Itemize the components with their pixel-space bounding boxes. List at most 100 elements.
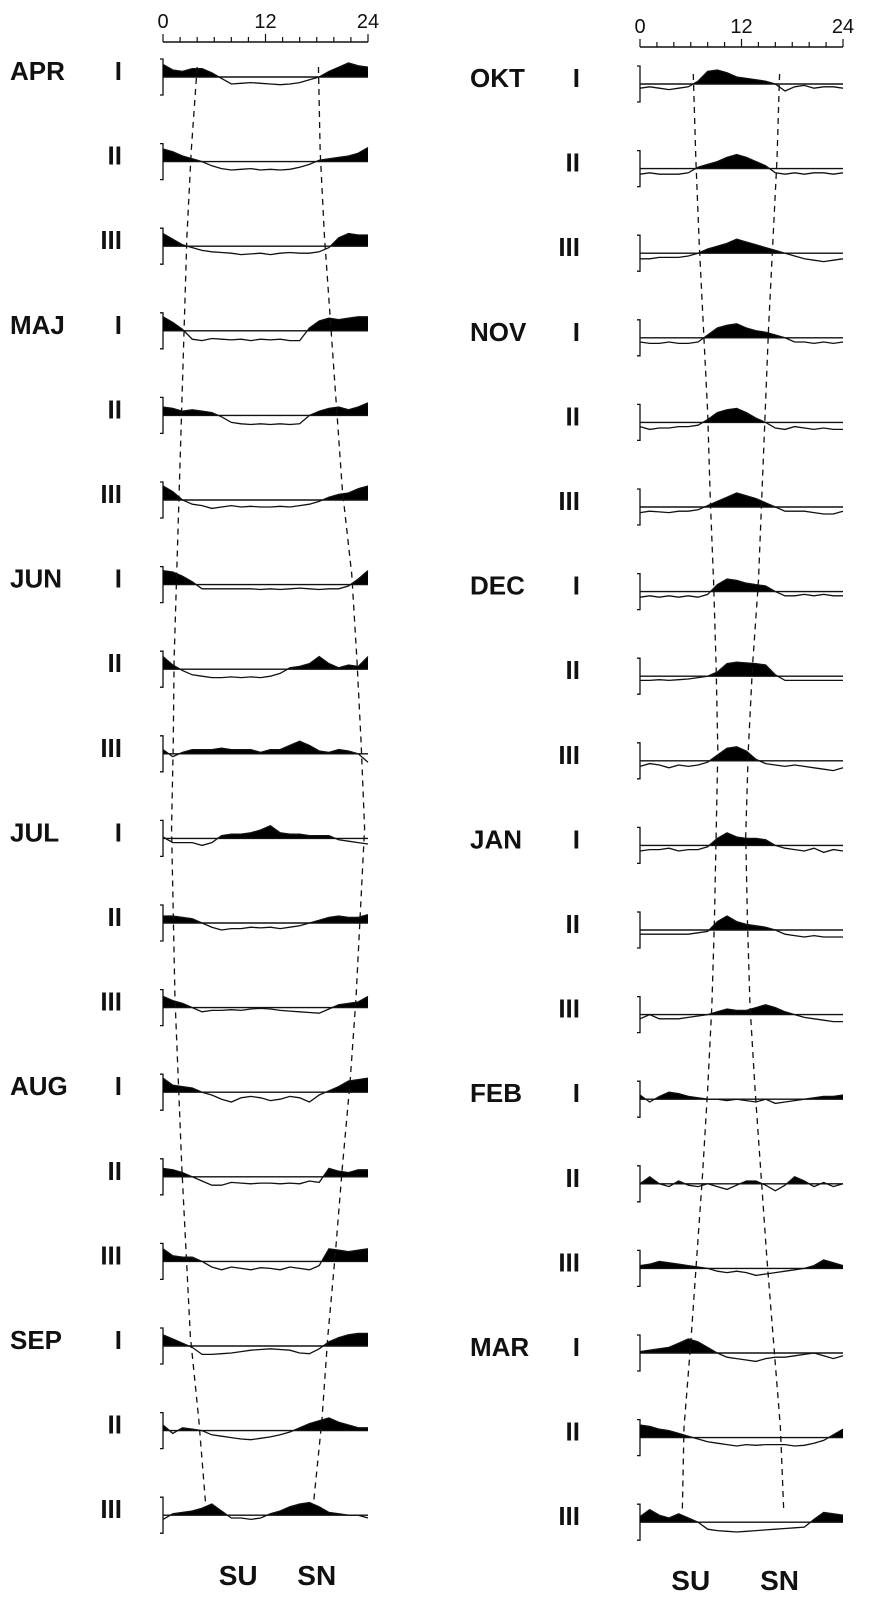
decade-label: II (566, 1163, 580, 1193)
deviation-line (162, 1332, 368, 1356)
panel-scale-bracket (160, 650, 164, 688)
axes-layer (162, 34, 844, 48)
decade-label: I (115, 56, 122, 86)
panel-scale-bracket (160, 312, 164, 350)
deviation-line (639, 323, 844, 345)
decade-label: III (100, 225, 122, 255)
month-label: FEB (470, 1078, 522, 1108)
deviation-line (163, 913, 369, 931)
panel-scale-bracket (637, 826, 641, 865)
panel-scale-bracket (160, 819, 164, 858)
sunrise-label: SU (219, 1560, 258, 1591)
panel-scale-bracket (637, 319, 641, 357)
positive-area (163, 1168, 368, 1177)
panel-scale-bracket (637, 742, 641, 780)
decade-label: II (108, 648, 122, 678)
positive-area (640, 493, 843, 507)
axis-tick-label: 0 (157, 11, 168, 33)
panel-scale-bracket (160, 988, 164, 1027)
deviation-line (162, 740, 369, 763)
panel-scale-bracket (637, 488, 641, 526)
deviation-line (639, 1091, 844, 1105)
month-label: JUN (10, 564, 62, 594)
panel-scale-bracket (637, 234, 641, 272)
month-label: JUL (10, 817, 59, 847)
month-label: JAN (470, 824, 522, 854)
positive-area (640, 662, 843, 677)
deviation-line (639, 153, 844, 175)
positive-area (163, 1248, 368, 1262)
deviation-line (162, 1248, 369, 1271)
panel-scale-bracket (160, 1327, 164, 1365)
decade-label: III (558, 232, 580, 262)
deviation-line (162, 995, 369, 1014)
decade-label: III (100, 479, 122, 509)
decade-label: I (115, 1325, 122, 1355)
decade-label: III (100, 987, 122, 1017)
positive-area (163, 656, 368, 670)
panel-scale-bracket (637, 1249, 641, 1288)
decade-label: II (566, 148, 580, 178)
decade-label: II (566, 401, 580, 431)
panel-scale-bracket (160, 565, 164, 604)
positive-area (163, 1418, 368, 1431)
month-label: APR (10, 56, 65, 86)
decade-label: I (115, 817, 122, 847)
panel-scale-bracket (637, 149, 641, 188)
positive-area (170, 1502, 349, 1516)
sunrise-sunset-guides (170, 66, 785, 1513)
panel-scale-bracket (637, 1080, 641, 1118)
decade-label: III (558, 1247, 580, 1277)
axis-tick-label: 24 (832, 16, 854, 38)
month-label: AUG (10, 1071, 68, 1101)
deviation-line (639, 1175, 844, 1192)
sun-guide-line (312, 66, 366, 1506)
decade-label: I (115, 564, 122, 594)
panels-layer (160, 58, 844, 1541)
panel-scale-bracket (160, 1073, 164, 1111)
decade-label: II (566, 1417, 580, 1447)
deviation-line (639, 1424, 844, 1447)
positive-area (163, 147, 368, 162)
sunrise-label: SU (671, 1565, 710, 1596)
positive-area (703, 323, 785, 338)
positive-area (640, 70, 843, 84)
panel-scale-bracket (160, 735, 164, 773)
panel-scale-bracket (160, 142, 164, 181)
positive-area (163, 825, 368, 839)
panel-scale-bracket (637, 403, 641, 442)
positive-area (163, 996, 368, 1008)
positive-area (710, 579, 776, 592)
month-label: MAR (470, 1332, 529, 1362)
decade-label: III (558, 1501, 580, 1531)
decade-label: II (108, 141, 122, 171)
decade-label: II (108, 1156, 122, 1186)
sunset-label: SN (760, 1565, 799, 1596)
axis-tick-label: 24 (357, 11, 379, 33)
panel-scale-bracket (637, 995, 641, 1034)
panel-scale-bracket (160, 58, 164, 96)
sun-guide-line (745, 73, 785, 1513)
decade-label: III (100, 1240, 122, 1270)
sun-guide-line (681, 73, 719, 1513)
decade-label: II (566, 655, 580, 685)
decade-label: I (573, 824, 580, 854)
positive-area (640, 832, 843, 846)
panel-scale-bracket (637, 1165, 641, 1203)
panel-scale-bracket (160, 1242, 164, 1281)
decade-label: II (108, 1410, 122, 1440)
positive-area (709, 746, 760, 761)
deviation-line (162, 655, 369, 679)
deviation-line (162, 232, 368, 256)
panel-scale-bracket (160, 1496, 164, 1534)
positive-area (163, 1078, 368, 1093)
deviation-line (639, 1259, 844, 1277)
deviation-line (162, 147, 369, 171)
decade-label: I (573, 1078, 580, 1108)
deviation-line (162, 825, 369, 847)
positive-area (640, 1092, 843, 1100)
decade-label: I (573, 63, 580, 93)
deviation-line (162, 485, 369, 510)
axis-tick-label: 12 (730, 16, 752, 38)
positive-area (163, 486, 368, 500)
